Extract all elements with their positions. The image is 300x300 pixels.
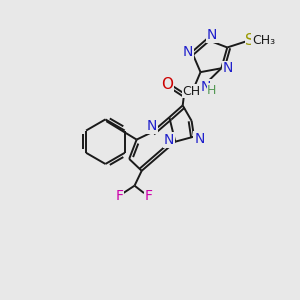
Text: S: S <box>245 33 255 48</box>
Text: N: N <box>183 45 193 59</box>
Text: N: N <box>201 80 211 94</box>
Text: N: N <box>223 61 233 75</box>
Text: N: N <box>194 132 205 146</box>
Text: CH₃: CH₃ <box>182 85 206 98</box>
Text: H: H <box>207 84 217 97</box>
Text: N: N <box>164 133 174 147</box>
Text: N: N <box>207 28 217 42</box>
Text: F: F <box>145 189 152 203</box>
Text: F: F <box>116 189 124 203</box>
Text: O: O <box>161 76 173 92</box>
Text: CH₃: CH₃ <box>252 34 275 47</box>
Text: N: N <box>147 119 157 133</box>
